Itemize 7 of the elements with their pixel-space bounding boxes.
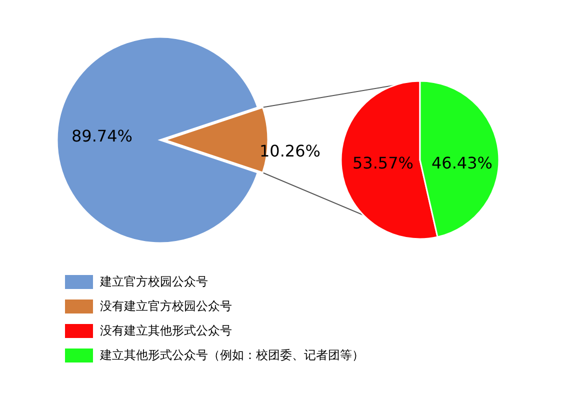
legend-label: 没有建立官方校园公众号 (100, 298, 232, 313)
legend-label: 没有建立其他形式公众号 (100, 323, 232, 338)
data-label: 53.57% (352, 153, 414, 172)
data-label: 46.43% (431, 153, 493, 172)
data-label: 89.74% (71, 126, 133, 146)
legend-label: 建立其他形式公众号（例如：校团委、记者团等） (99, 348, 364, 362)
legend-label: 建立官方校园公众号 (99, 274, 208, 288)
